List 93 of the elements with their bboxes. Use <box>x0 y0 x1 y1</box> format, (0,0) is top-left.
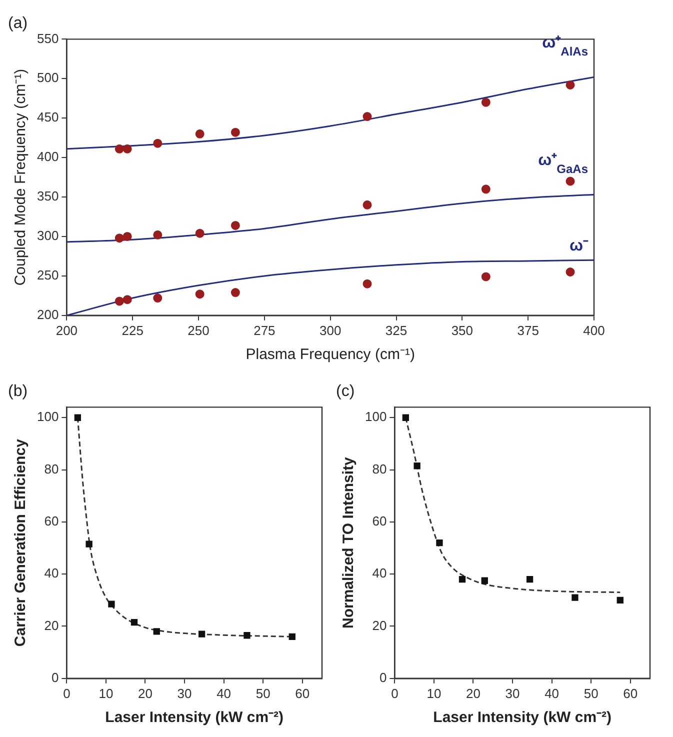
point <box>230 288 240 298</box>
point <box>122 144 132 154</box>
point <box>195 290 204 299</box>
y-tick-label: 80 <box>372 461 387 476</box>
x-tick-label: 325 <box>385 322 408 338</box>
x-tick-label: 60 <box>295 686 310 701</box>
series-label: ω⁻ <box>569 238 589 255</box>
y-tick-label: 550 <box>36 30 59 46</box>
y-tick-label: 400 <box>36 149 59 164</box>
point <box>86 540 92 548</box>
point <box>526 576 534 583</box>
x-tick-label: 20 <box>466 686 480 701</box>
point <box>402 414 410 421</box>
point <box>230 128 240 137</box>
point <box>481 98 490 107</box>
point <box>436 539 443 546</box>
point <box>458 576 466 583</box>
point <box>481 184 490 194</box>
point <box>153 628 160 635</box>
point <box>122 295 132 304</box>
point <box>566 80 575 90</box>
point <box>153 294 162 303</box>
y-tick-label: 500 <box>36 70 59 86</box>
x-tick-label: 300 <box>319 322 342 338</box>
point <box>230 220 240 230</box>
point <box>414 462 420 470</box>
point <box>362 279 372 288</box>
y-tick-label: 20 <box>44 618 59 633</box>
point <box>114 144 124 154</box>
y-tick-label: 20 <box>372 618 387 633</box>
x-tick-label: 200 <box>56 322 78 338</box>
x-tick-label: 275 <box>254 322 276 338</box>
point <box>288 633 296 640</box>
y-tick-label: 80 <box>44 461 59 476</box>
point <box>566 267 575 276</box>
point <box>122 232 132 241</box>
y-tick-label: 100 <box>36 409 59 424</box>
x-axis-title: Plasma Frequency (cm⁻¹) <box>246 346 415 364</box>
x-tick-label: 40 <box>544 686 560 701</box>
point <box>481 272 490 282</box>
point <box>572 594 578 601</box>
point <box>362 200 372 210</box>
y-tick-label: 100 <box>364 409 387 424</box>
x-tick-label: 40 <box>216 686 232 701</box>
chart-title: (b) <box>8 383 28 400</box>
y-tick-label: 0 <box>51 670 59 685</box>
y-axis-title: Normalized TO Intensity <box>340 456 358 629</box>
x-tick-label: 400 <box>583 322 605 338</box>
chart-title: (a) <box>8 15 28 32</box>
point <box>114 296 124 306</box>
y-tick-label: 60 <box>44 514 59 529</box>
x-tick-label: 60 <box>623 686 638 701</box>
x-tick-label: 10 <box>426 686 442 701</box>
x-tick-label: 20 <box>138 686 152 701</box>
x-tick-label: 10 <box>98 686 114 701</box>
x-tick-label: 50 <box>584 686 598 701</box>
x-tick-label: 350 <box>451 322 474 338</box>
point <box>195 228 204 238</box>
point <box>195 129 204 138</box>
point <box>616 596 624 604</box>
x-axis-title: Laser Intensity (kW cm⁻²) <box>433 709 612 726</box>
point <box>114 234 124 243</box>
x-axis-title: Laser Intensity (kW cm⁻²) <box>105 709 284 726</box>
y-axis-title: Coupled Mode Frequency (cm⁻¹) <box>12 68 30 286</box>
y-axis-title: Carrier Generation Efficiency <box>12 438 30 647</box>
point <box>566 176 575 186</box>
point <box>153 138 162 148</box>
point <box>130 619 138 626</box>
y-tick-label: 40 <box>44 566 59 581</box>
y-tick-label: 60 <box>372 514 387 529</box>
x-tick-label: 50 <box>256 686 270 701</box>
y-tick-label: 350 <box>36 188 59 204</box>
point <box>108 600 115 608</box>
x-tick-label: 375 <box>517 322 539 338</box>
y-tick-label: 0 <box>379 670 387 685</box>
y-tick-label: 40 <box>372 566 387 581</box>
y-tick-label: 450 <box>36 110 59 125</box>
x-tick-label: 0 <box>391 686 398 701</box>
chart-title: (c) <box>336 383 355 400</box>
y-tick-label: 250 <box>36 268 59 283</box>
point <box>362 112 372 122</box>
x-tick-label: 30 <box>505 686 520 701</box>
x-tick-label: 30 <box>177 686 192 701</box>
point <box>153 230 162 240</box>
point <box>244 632 250 639</box>
point <box>198 630 206 638</box>
y-tick-label: 300 <box>36 228 59 244</box>
x-tick-label: 225 <box>122 322 144 338</box>
x-tick-label: 250 <box>188 322 210 338</box>
point <box>74 414 82 421</box>
point <box>481 577 488 584</box>
x-tick-label: 0 <box>63 686 70 701</box>
y-tick-label: 200 <box>36 306 59 322</box>
